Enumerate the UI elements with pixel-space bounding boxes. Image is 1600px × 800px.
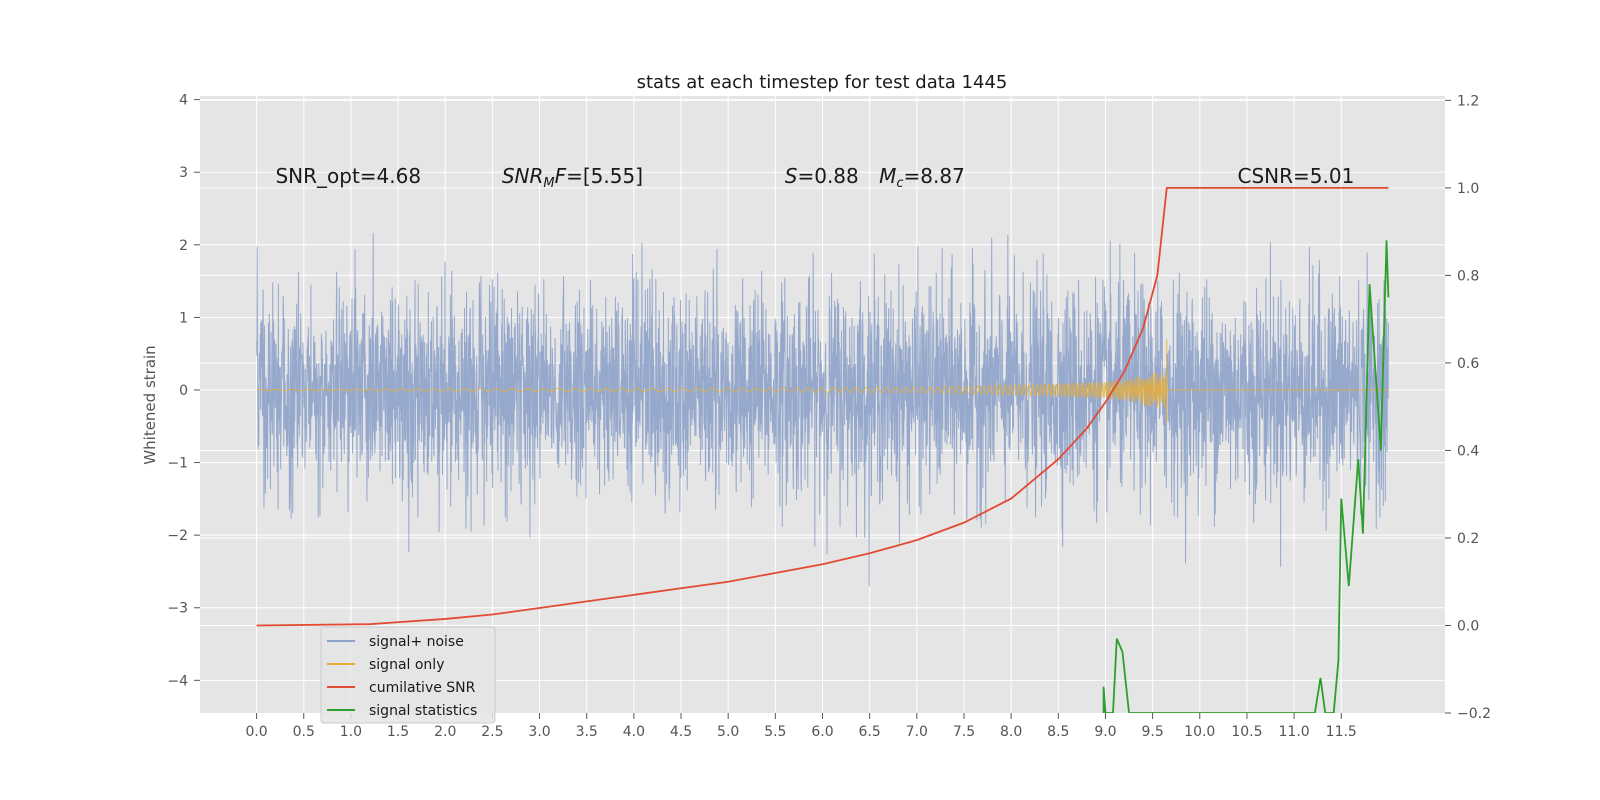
x-tick-label: 6.0: [811, 724, 833, 740]
x-tick-label: 11.0: [1279, 724, 1310, 740]
x-tick-label: 8.0: [1000, 724, 1022, 740]
y2-tick-label: 0.2: [1457, 531, 1479, 547]
y2-tick-label: 0.4: [1457, 443, 1479, 459]
y2-tick-label: 1.2: [1457, 93, 1479, 109]
x-tick-label: 5.0: [717, 724, 739, 740]
x-tick-label: 8.5: [1047, 724, 1069, 740]
legend-label: signal+ noise: [369, 634, 464, 650]
x-tick-label: 11.5: [1326, 724, 1357, 740]
legend-label: signal statistics: [369, 703, 477, 719]
x-tick-label: 3.5: [576, 724, 598, 740]
y2-tick-label: −0.2: [1457, 706, 1491, 722]
x-tick-label: 1.0: [340, 724, 362, 740]
legend: signal+ noise signal only cumilative SNR si…: [320, 626, 496, 724]
y-tick-label: 0: [179, 383, 188, 399]
y-axis-label: Whitened strain: [141, 345, 159, 464]
x-tick-label: 7.5: [953, 724, 975, 740]
series-signal-plus-noise: [256, 232, 1389, 587]
x-tick-label: 10.5: [1231, 724, 1262, 740]
y-tick-label: 1: [179, 310, 188, 326]
series-cumulative-snr: [256, 186, 1389, 627]
annotation-mc-value: Mc=8.87: [879, 164, 965, 191]
y-tick-label: −2: [167, 528, 188, 544]
y-tick-label: 3: [179, 165, 188, 181]
series-signal-statistics: [1102, 240, 1390, 713]
y2-tick-label: 1.0: [1457, 181, 1479, 197]
x-tick-label: 0.0: [245, 724, 267, 740]
annotation-csnr: CSNR=5.01: [1238, 164, 1355, 188]
annotation-snr-opt: SNR_opt=4.68: [275, 164, 421, 188]
x-tick-label: 10.0: [1184, 724, 1215, 740]
x-axis: 0.0 0.5 1.0 1.5 2.0 2.5 3.0 3.5 4.0 4.5 5.0 5.5 6.0 6…: [245, 713, 1357, 740]
x-tick-label: 4.5: [670, 724, 692, 740]
legend-box: [320, 626, 496, 724]
line-signal-statistics: [1102, 240, 1390, 713]
series-signal-only: [256, 339, 1389, 423]
x-tick-label: 2.5: [481, 724, 503, 740]
x-tick-label: 5.5: [764, 724, 786, 740]
line-signal-only: [256, 339, 1389, 423]
y-tick-label: −3: [167, 601, 188, 617]
y-tick-label: 4: [179, 93, 188, 109]
x-tick-label: 7.0: [906, 724, 928, 740]
y-tick-label: 2: [179, 238, 188, 254]
x-tick-label: 4.0: [623, 724, 645, 740]
annotation-s-value: S=0.88: [785, 164, 859, 188]
x-tick-label: 2.0: [434, 724, 456, 740]
legend-label: signal only: [369, 657, 444, 673]
y2-tick-label: 0.8: [1457, 268, 1479, 284]
y-tick-label: −4: [167, 673, 188, 689]
y-axis-right: −0.2 0.0 0.2 0.4 0.6 0.8 1.0 1.2: [1445, 93, 1491, 722]
x-tick-label: 9.0: [1094, 724, 1116, 740]
annotation-snr-mf: SNRMF=[5.55]: [502, 164, 643, 191]
y-axis-left: −4 −3 −2 −1 0 1 2 3 4: [167, 93, 200, 689]
annotations: SNR_opt=4.68 SNRMF=[5.55] S=0.88 Mc=8.87 CSN…: [275, 164, 1354, 191]
x-tick-label: 9.5: [1141, 724, 1163, 740]
x-tick-label: 6.5: [859, 724, 881, 740]
x-tick-label: 3.0: [528, 724, 550, 740]
legend-label: cumilative SNR: [369, 680, 476, 696]
y2-tick-label: 0.6: [1457, 356, 1479, 372]
x-tick-label: 1.5: [387, 724, 409, 740]
line-signal-plus-noise: [256, 232, 1389, 587]
line-cumulative-snr: [256, 186, 1389, 627]
y-tick-label: −1: [167, 456, 188, 472]
y2-tick-label: 0.0: [1457, 618, 1479, 634]
chart-title: stats at each timestep for test data 144…: [637, 72, 1008, 93]
x-tick-label: 0.5: [293, 724, 315, 740]
